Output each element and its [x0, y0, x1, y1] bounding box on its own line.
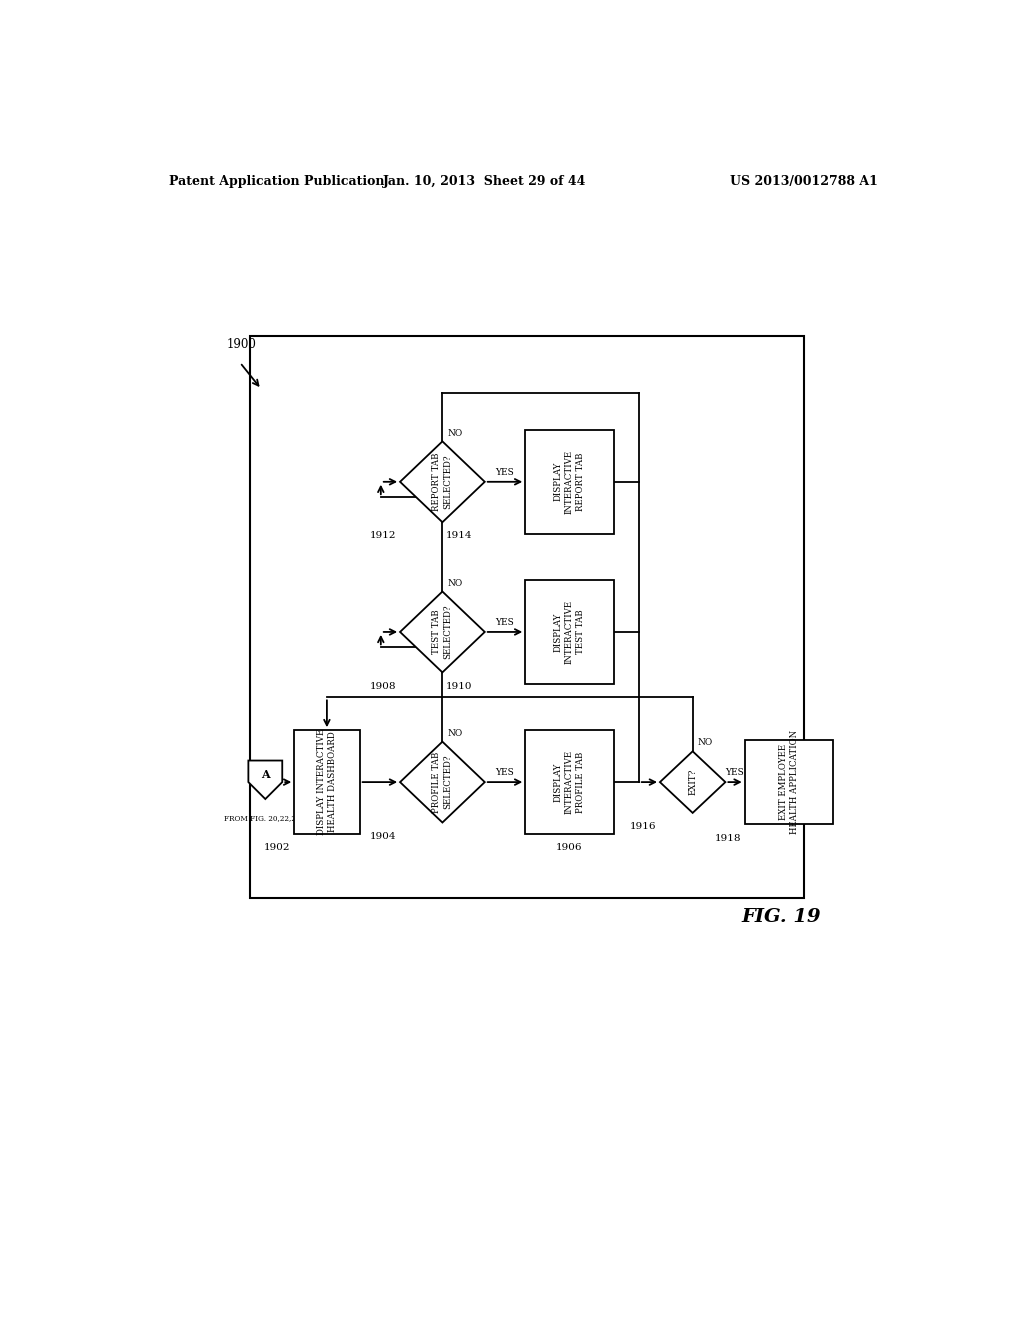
Text: PROFILE TAB
SELECTED?: PROFILE TAB SELECTED? — [432, 751, 453, 813]
FancyBboxPatch shape — [744, 739, 834, 825]
Text: 1906: 1906 — [556, 843, 583, 853]
Text: NO: NO — [447, 729, 462, 738]
Text: YES: YES — [496, 618, 514, 627]
Text: FIG. 19: FIG. 19 — [741, 908, 821, 925]
Text: 1910: 1910 — [446, 681, 473, 690]
FancyBboxPatch shape — [294, 730, 359, 834]
FancyBboxPatch shape — [525, 730, 613, 834]
Text: EXIT?: EXIT? — [688, 770, 697, 795]
FancyBboxPatch shape — [525, 579, 613, 684]
Text: EXIT EMPLOYEE
HEALTH APPLICATION: EXIT EMPLOYEE HEALTH APPLICATION — [779, 730, 799, 834]
Text: DISPLAY
INTERACTIVE
TEST TAB: DISPLAY INTERACTIVE TEST TAB — [554, 599, 585, 664]
Text: DISPLAY
INTERACTIVE
PROFILE TAB: DISPLAY INTERACTIVE PROFILE TAB — [554, 750, 585, 814]
Text: DISPLAY INTERACTIVE
HEALTH DASHBOARD: DISPLAY INTERACTIVE HEALTH DASHBOARD — [316, 729, 337, 836]
Text: FROM FIG. 20,22,25A: FROM FIG. 20,22,25A — [224, 814, 306, 822]
Text: YES: YES — [496, 768, 514, 777]
Text: NO: NO — [697, 738, 713, 747]
Text: REPORT TAB
SELECTED?: REPORT TAB SELECTED? — [432, 453, 453, 511]
Text: 1904: 1904 — [370, 832, 396, 841]
Text: 1902: 1902 — [264, 843, 291, 853]
Text: DISPLAY
INTERACTIVE
REPORT TAB: DISPLAY INTERACTIVE REPORT TAB — [554, 450, 585, 513]
Text: NO: NO — [447, 578, 462, 587]
Text: 1908: 1908 — [370, 681, 396, 690]
FancyBboxPatch shape — [250, 335, 804, 898]
Text: 1912: 1912 — [370, 532, 396, 540]
Text: US 2013/0012788 A1: US 2013/0012788 A1 — [729, 176, 878, 189]
Polygon shape — [400, 441, 484, 523]
Text: 1916: 1916 — [630, 822, 656, 832]
Polygon shape — [659, 751, 725, 813]
Text: NO: NO — [447, 429, 462, 437]
Text: A: A — [261, 768, 269, 780]
Text: 1918: 1918 — [715, 834, 740, 842]
Polygon shape — [400, 742, 484, 822]
Text: 1900: 1900 — [226, 338, 257, 351]
Text: Jan. 10, 2013  Sheet 29 of 44: Jan. 10, 2013 Sheet 29 of 44 — [383, 176, 587, 189]
Text: YES: YES — [726, 768, 744, 777]
Polygon shape — [400, 591, 484, 672]
Polygon shape — [249, 760, 283, 799]
Text: YES: YES — [496, 469, 514, 478]
Text: Patent Application Publication: Patent Application Publication — [169, 176, 385, 189]
FancyBboxPatch shape — [525, 430, 613, 533]
Text: TEST TAB
SELECTED?: TEST TAB SELECTED? — [432, 605, 453, 659]
Text: 1914: 1914 — [446, 532, 473, 540]
